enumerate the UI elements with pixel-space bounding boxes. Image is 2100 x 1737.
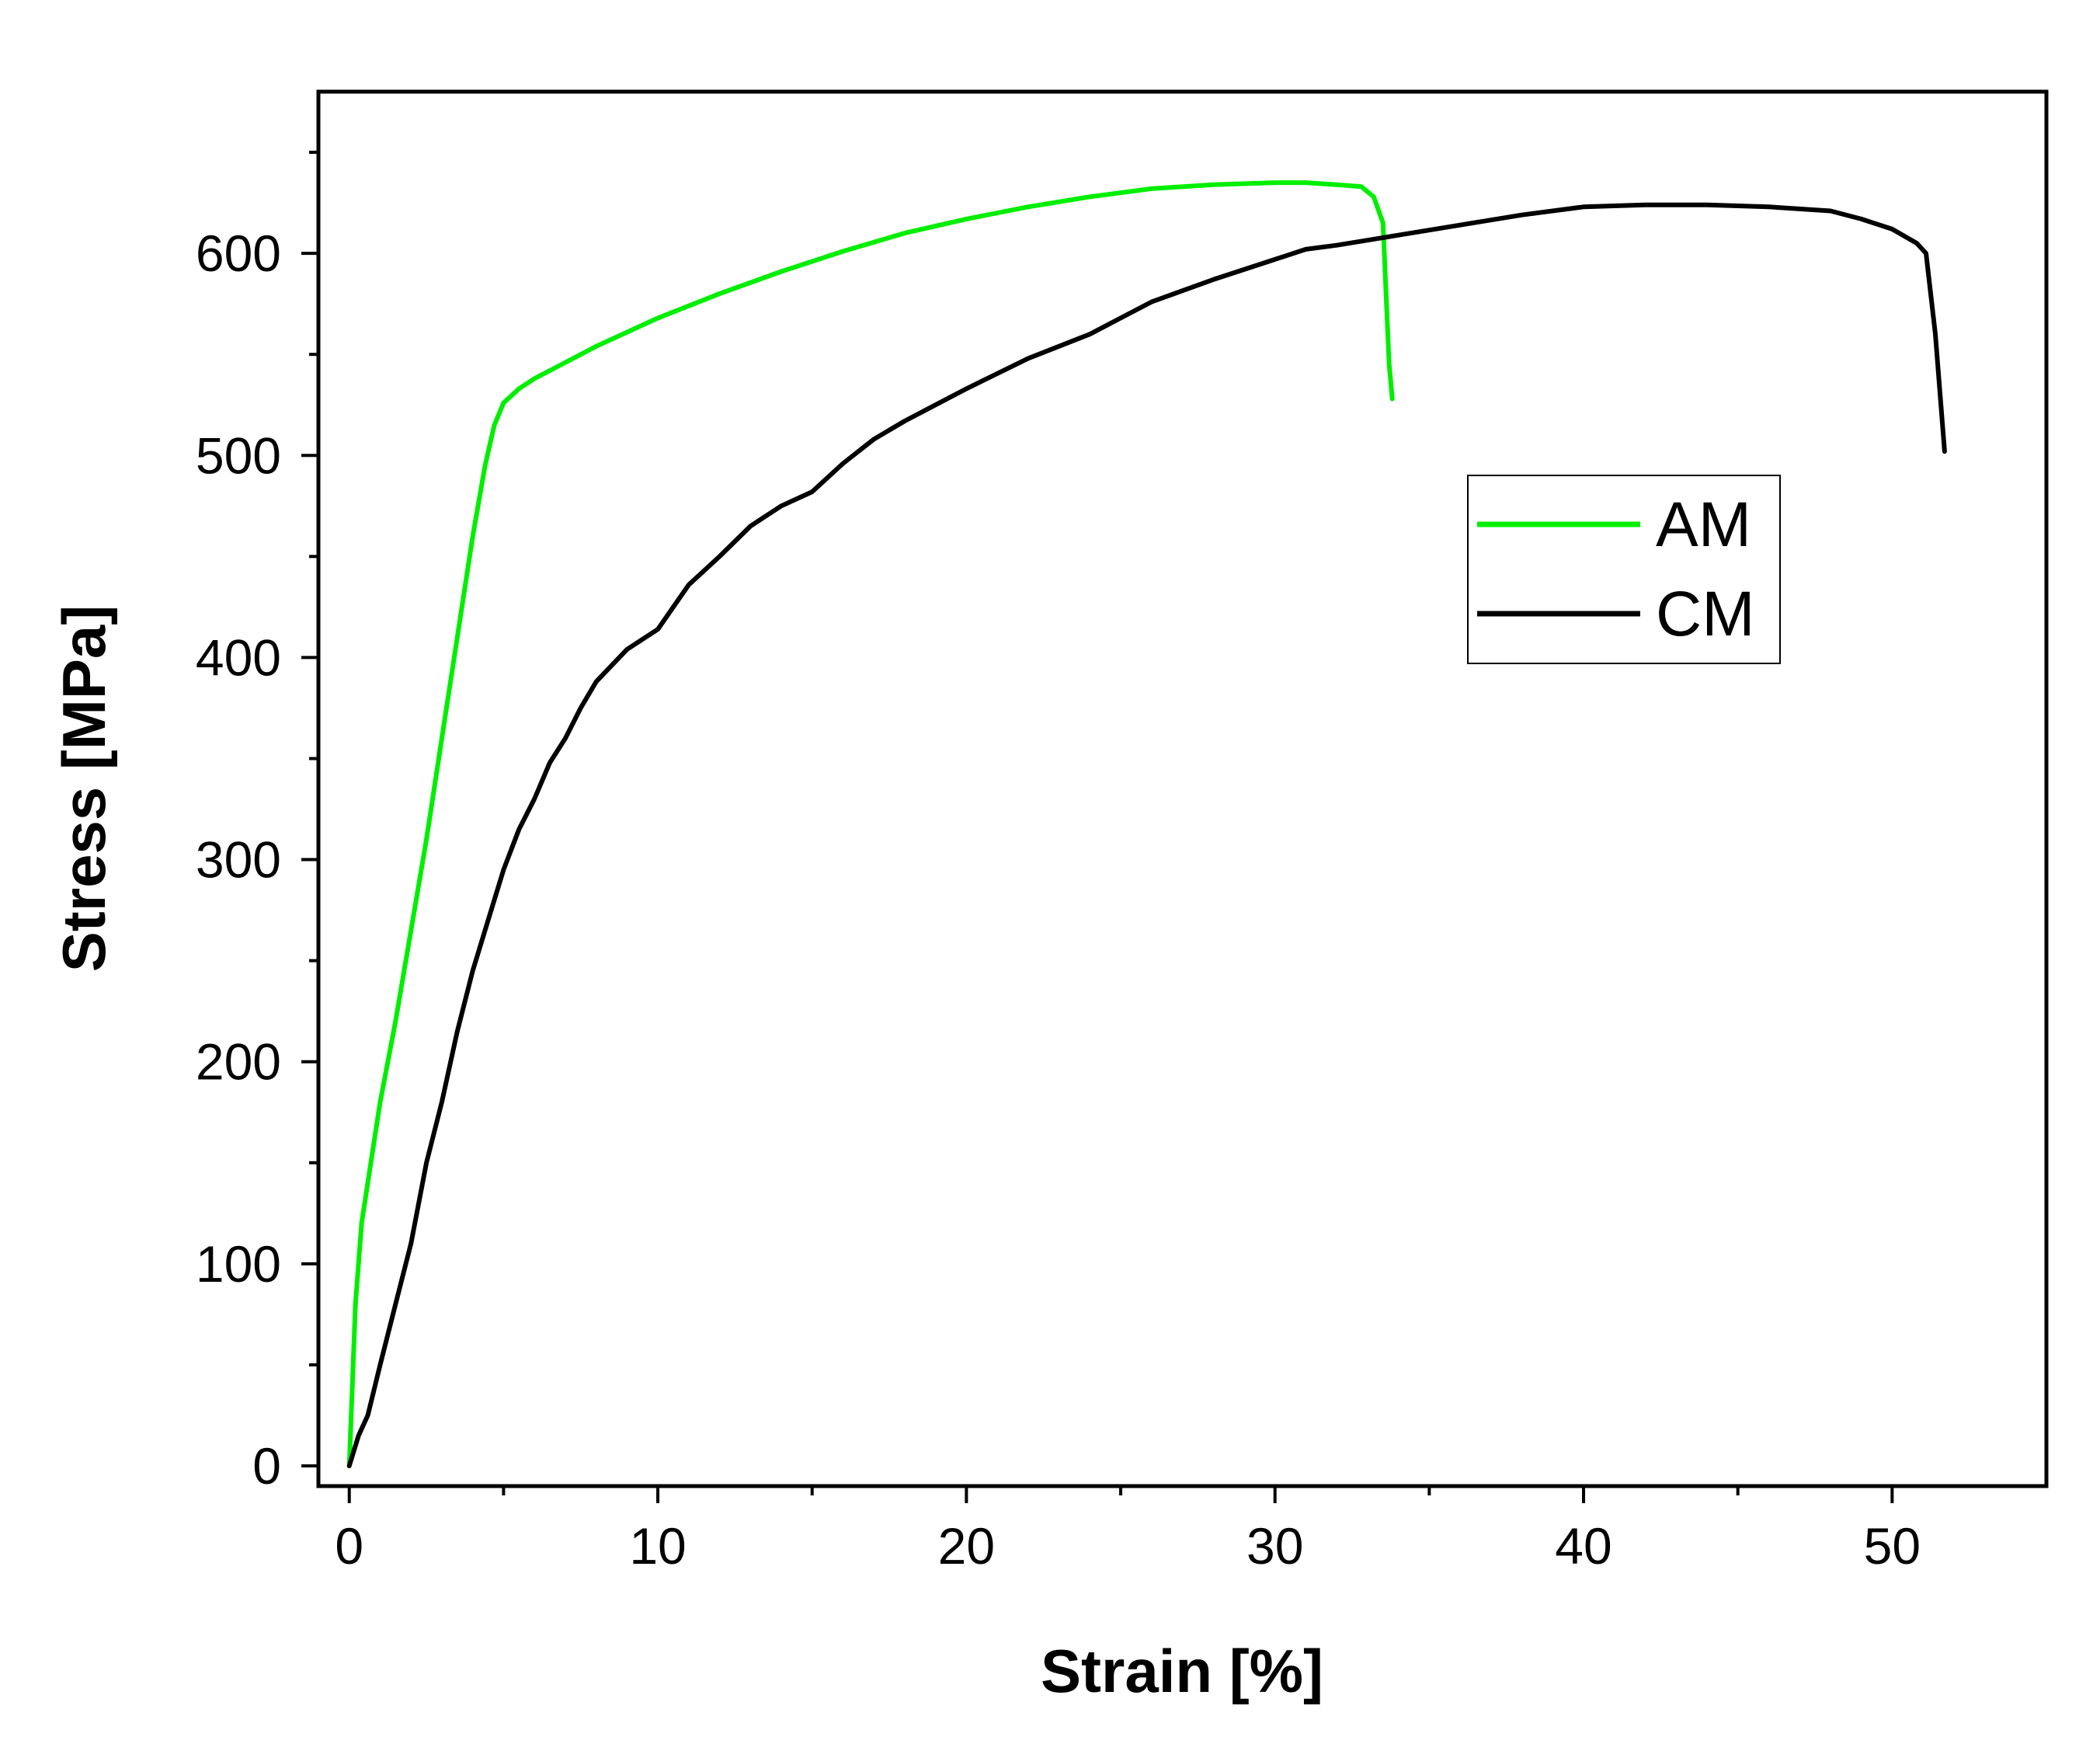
x-tick-label: 40 [1555,1517,1612,1575]
y-tick-label: 300 [196,831,281,889]
series-layer [346,180,1947,1468]
x-axis-ticks: 0 10 20 30 40 50 [335,1486,1921,1575]
x-tick-label: 20 [938,1517,995,1575]
x-tick-label: 0 [335,1517,363,1575]
y-axis-ticks: 0 100 200 300 400 500 600 [196,151,318,1495]
y-tick-label: 500 [196,426,281,484]
y-tick-label: 600 [196,225,281,282]
x-tick-label: 50 [1864,1517,1921,1575]
y-tick-label: 400 [196,628,281,686]
x-tick-label: 10 [629,1517,686,1575]
legend-box [1467,475,1781,664]
series-line-cm [346,202,1947,1468]
plot-frame [316,89,2049,1488]
legend-label-cm: CM [1656,579,1755,649]
y-tick-label: 200 [196,1033,281,1091]
legend: AM CM [1467,475,1781,664]
legend-label-am: AM [1656,489,1751,560]
y-tick-label: 100 [196,1235,281,1293]
x-axis-title: Strain [%] [1041,1637,1323,1705]
x-tick-label: 30 [1246,1517,1303,1575]
y-axis-title: Stress [MPa] [50,605,118,973]
y-tick-label: 0 [252,1437,281,1495]
series-line-am [346,180,1395,1468]
